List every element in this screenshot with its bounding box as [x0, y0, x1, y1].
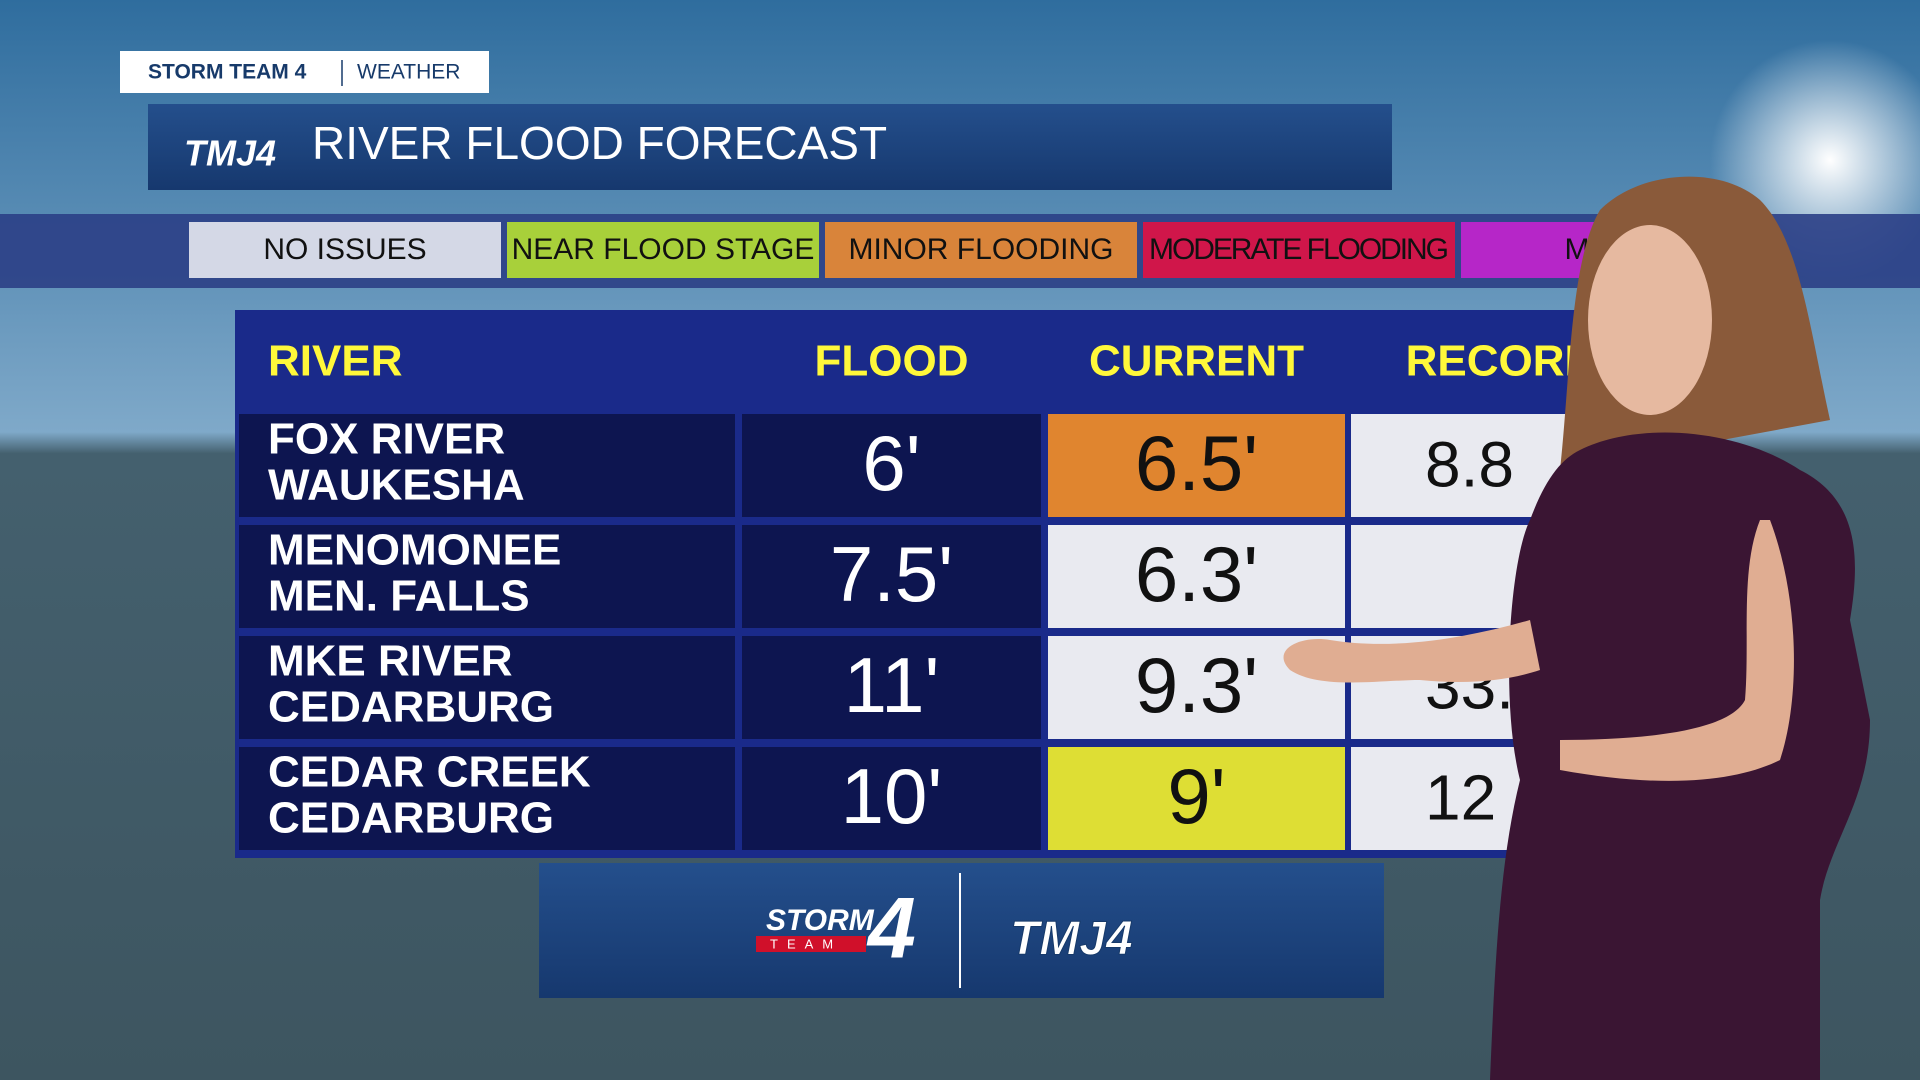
river-name: MENOMONEE — [268, 526, 561, 575]
tag-box — [120, 51, 489, 93]
flood-value: 6' — [862, 419, 920, 507]
footer-storm: STORM — [766, 904, 875, 937]
footer-panel — [539, 863, 1384, 998]
legend-swatch — [189, 222, 501, 278]
flood-cell — [742, 414, 1041, 517]
legend-label: NEAR FLOOD STAGE — [512, 233, 815, 266]
tag-brand: STORM TEAM 4 — [148, 61, 307, 84]
river-cell — [239, 414, 735, 517]
river-name: CEDAR CREEK — [268, 748, 591, 797]
footer-team-bar — [756, 936, 866, 952]
current-cell — [1048, 747, 1345, 850]
river-cell — [239, 747, 735, 850]
title-bar — [148, 104, 1392, 190]
current-value: 9' — [1167, 752, 1225, 840]
flood-cell — [742, 747, 1041, 850]
current-value: 9.3' — [1135, 641, 1258, 729]
river-location: CEDARBURG — [268, 683, 554, 732]
footer-four: 4 — [866, 881, 916, 977]
legend-swatch — [507, 222, 819, 278]
river-name: FOX RIVER — [268, 415, 505, 464]
header-title: RIVER FLOOD FORECAST — [312, 117, 887, 169]
flood-value: 7.5' — [830, 530, 953, 618]
river-location: CEDARBURG — [268, 794, 554, 843]
record-value: 8.8 — [1425, 428, 1514, 500]
legend-label: NO ISSUES — [263, 233, 426, 266]
current-cell — [1048, 414, 1345, 517]
column-header: FLOOD — [815, 337, 969, 386]
column-header: RIVER — [268, 337, 402, 386]
flood-value: 11' — [844, 641, 940, 729]
legend-swatch — [825, 222, 1137, 278]
legend-label: MODERATE FLOODING — [1149, 233, 1449, 266]
presenter — [1283, 176, 1870, 1080]
footer-tmj: TMJ4 — [1010, 913, 1133, 966]
current-value: 6.5' — [1135, 419, 1258, 507]
river-cell — [239, 636, 735, 739]
river-location: MEN. FALLS — [268, 572, 530, 621]
river-location: WAUKESHA — [268, 461, 525, 510]
column-header: CURRENT — [1089, 337, 1304, 386]
tag-section: WEATHER — [357, 61, 460, 84]
legend-swatch — [1143, 222, 1455, 278]
flood-cell — [742, 525, 1041, 628]
current-value: 6.3' — [1135, 530, 1258, 618]
legend-label: MINOR FLOODING — [848, 233, 1113, 266]
header-logo: TMJ4 — [184, 133, 276, 174]
flood-value: 10' — [841, 752, 943, 840]
river-name: MKE RIVER — [268, 637, 512, 686]
river-cell — [239, 525, 735, 628]
record-value: 12 — [1425, 761, 1496, 833]
footer-team: TEAM — [770, 936, 842, 951]
column-header: RECORD — [1406, 337, 1597, 386]
current-cell — [1048, 525, 1345, 628]
flood-cell — [742, 636, 1041, 739]
